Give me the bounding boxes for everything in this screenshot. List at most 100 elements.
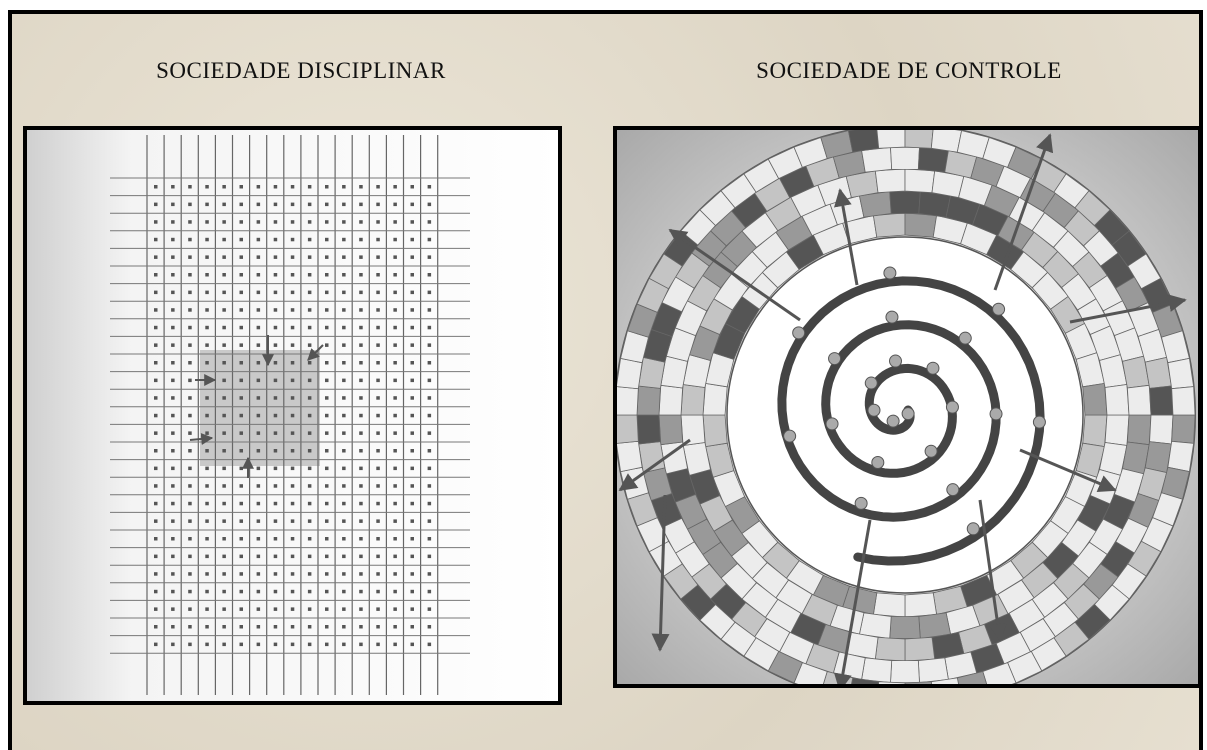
cell-dot [411, 343, 415, 347]
cell-dot [308, 255, 312, 259]
cell-dot [308, 502, 312, 506]
ring-cell [875, 637, 905, 661]
cell-dot [308, 238, 312, 242]
cell-dot [376, 361, 380, 365]
cell-dot [291, 220, 295, 224]
cell-dot [308, 273, 312, 277]
cell-dot [342, 291, 346, 295]
cell-dot [188, 502, 192, 506]
cell-dot [291, 537, 295, 541]
cell-dot [342, 361, 346, 365]
cell-dot [325, 625, 329, 629]
cell-dot [359, 414, 363, 418]
cell-dot [154, 326, 158, 330]
ring-cell [905, 593, 937, 617]
cell-dot [154, 502, 158, 506]
node [927, 362, 939, 374]
ring-cell [931, 678, 961, 704]
cell-dot [205, 590, 209, 594]
node [784, 430, 796, 442]
cell-dot [376, 185, 380, 189]
cell-dot [257, 238, 261, 242]
cell-dot [411, 467, 415, 471]
cell-dot [393, 643, 397, 647]
ring-cell [659, 415, 683, 445]
cell-dot [154, 308, 158, 312]
cell-dot [188, 220, 192, 224]
cell-dot [240, 467, 244, 471]
cell-dot [274, 396, 278, 400]
cell-dot [342, 379, 346, 383]
cell-dot [188, 273, 192, 277]
cell-dot [222, 607, 226, 611]
cell-dot [376, 220, 380, 224]
cell-dot [342, 519, 346, 523]
cell-dot [393, 414, 397, 418]
cell-dot [205, 203, 209, 207]
ring-cell [890, 192, 921, 214]
cell-dot [325, 590, 329, 594]
cell-dot [222, 379, 226, 383]
cell-dot [274, 643, 278, 647]
cell-dot [205, 449, 209, 453]
node [865, 377, 877, 389]
cell-dot [359, 643, 363, 647]
cell-dot [393, 607, 397, 611]
cell-dot [188, 396, 192, 400]
node [826, 418, 838, 430]
cell-dot [359, 255, 363, 259]
cell-dot [291, 238, 295, 242]
ring-cell [873, 593, 905, 617]
cell-dot [325, 519, 329, 523]
cell-dot [171, 361, 175, 365]
cell-dot [171, 273, 175, 277]
cell-dot [342, 203, 346, 207]
cell-dot [376, 308, 380, 312]
node [868, 404, 880, 416]
cell-dot [222, 467, 226, 471]
cell-dot [342, 238, 346, 242]
cell-dot [411, 414, 415, 418]
cell-dot [154, 220, 158, 224]
cell-dot [257, 607, 261, 611]
node [967, 523, 979, 535]
cell-dot [376, 537, 380, 541]
ring-cell [918, 658, 948, 683]
cell-dot [376, 414, 380, 418]
cell-dot [308, 326, 312, 330]
cell-dot [308, 379, 312, 383]
cell-dot [274, 326, 278, 330]
cell-dot [325, 414, 329, 418]
node [872, 457, 884, 469]
cell-dot [188, 379, 192, 383]
ring-cell [1083, 415, 1107, 447]
cell-dot [205, 555, 209, 559]
cell-dot [274, 308, 278, 312]
cell-dot [205, 414, 209, 418]
node [855, 497, 867, 509]
cell-dot [222, 502, 226, 506]
cell-dot [171, 431, 175, 435]
cell-dot [411, 555, 415, 559]
cell-dot [240, 255, 244, 259]
cell-dot [291, 519, 295, 523]
cell-dot [188, 343, 192, 347]
cell-dot [411, 255, 415, 259]
cell-dot [171, 238, 175, 242]
cell-dot [240, 572, 244, 576]
cell-dot [274, 590, 278, 594]
cell-dot [393, 273, 397, 277]
cell-dot [274, 572, 278, 576]
cell-dot [240, 537, 244, 541]
cell-dot [205, 185, 209, 189]
cell-dot [393, 519, 397, 523]
ring-cell [616, 358, 642, 388]
cell-dot [428, 414, 432, 418]
cell-dot [359, 484, 363, 488]
cell-dot [376, 625, 380, 629]
cell-dot [257, 467, 261, 471]
node [1033, 416, 1045, 428]
cell-dot [393, 343, 397, 347]
cell-dot [393, 308, 397, 312]
cell-dot [240, 203, 244, 207]
